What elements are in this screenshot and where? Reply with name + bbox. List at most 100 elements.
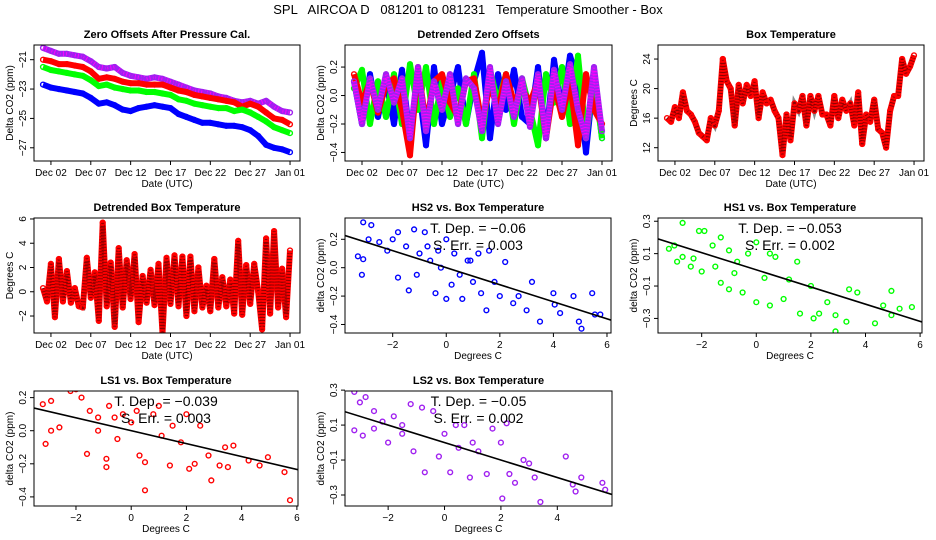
y-tick-label: 0.3 <box>642 214 653 228</box>
data-point <box>499 495 506 502</box>
data-point <box>382 113 390 121</box>
data-point <box>683 107 691 114</box>
panel-title: LS2 vs. Box Temperature <box>413 375 544 387</box>
data-point <box>766 302 774 309</box>
data-point <box>191 116 198 124</box>
data-point <box>701 227 708 235</box>
data-point <box>663 114 671 122</box>
panel-title: HS1 vs. Box Temperature <box>724 202 856 214</box>
panel-1: Zero Offsets After Pressure Cal. Dec 02 De… <box>5 29 305 190</box>
x-tick-label: Jan 01 <box>275 168 305 179</box>
data-point <box>398 75 406 82</box>
data-point <box>526 123 534 130</box>
data-point <box>47 58 55 65</box>
data-point <box>574 106 582 113</box>
x-tick-label: Dec 17 <box>155 168 187 179</box>
x-axis-label: Date (UTC) <box>453 179 504 190</box>
data-point <box>350 78 358 85</box>
data-point <box>497 439 505 446</box>
data-point <box>230 442 237 449</box>
data-point <box>199 119 206 126</box>
data-point <box>515 293 522 300</box>
data-point <box>815 92 822 100</box>
data-point <box>175 96 182 103</box>
data-point <box>135 80 142 87</box>
data-point <box>707 114 714 122</box>
data-point <box>414 63 422 71</box>
data-point <box>227 276 234 283</box>
data-point <box>575 318 583 325</box>
data-point <box>279 116 286 124</box>
data-point <box>839 96 846 103</box>
data-point <box>435 247 442 254</box>
y-tick-label: −0.4 <box>329 142 340 162</box>
data-point <box>175 81 182 88</box>
x-tick-label: Jan 01 <box>899 168 929 179</box>
data-point <box>159 81 166 88</box>
data-point <box>469 439 476 446</box>
data-point <box>399 430 406 437</box>
data-point <box>94 414 102 421</box>
data-point <box>725 286 733 293</box>
data-point <box>673 258 681 265</box>
data-point <box>823 111 830 118</box>
data-point <box>111 102 118 109</box>
data-point <box>358 120 366 128</box>
data-point <box>494 120 502 128</box>
data-point <box>859 140 866 148</box>
data-point <box>550 66 558 74</box>
data-point <box>416 250 423 257</box>
data-point <box>572 488 579 495</box>
data-point <box>723 78 730 85</box>
data-point <box>503 420 510 427</box>
data-point <box>794 258 801 265</box>
data-point <box>151 88 158 96</box>
data-point <box>695 227 703 235</box>
y-axis-label: delta CO2 (ppm) <box>5 412 16 486</box>
y-axis-label: delta CO2 (ppm) <box>629 239 640 313</box>
data-point <box>803 122 810 129</box>
y-tick-label: −0.1 <box>642 276 653 296</box>
data-point <box>368 222 375 229</box>
data-point <box>205 452 212 459</box>
data-point <box>255 103 262 110</box>
data-point <box>169 422 176 429</box>
data-point <box>370 425 378 432</box>
data-point <box>141 487 149 494</box>
data-point <box>717 234 724 241</box>
data-point <box>131 251 138 258</box>
x-tick-label: Dec 07 <box>699 168 731 179</box>
data-point <box>451 250 458 257</box>
data-point <box>259 326 266 333</box>
data-point <box>589 290 596 297</box>
plot-area <box>663 52 918 159</box>
data-point <box>390 413 397 420</box>
data-point <box>462 120 470 128</box>
data-point <box>510 66 518 74</box>
data-point <box>231 99 238 106</box>
data-point <box>699 133 706 140</box>
data-point <box>389 236 396 243</box>
data-point <box>56 424 63 431</box>
regression-line <box>34 407 298 471</box>
data-point <box>167 91 174 99</box>
x-tick-label: Dec 02 <box>659 168 691 179</box>
x-tick-label: 4 <box>551 340 557 351</box>
data-point <box>47 427 55 434</box>
data-point <box>362 394 369 401</box>
data-point <box>151 81 158 88</box>
x-tick-label: 6 <box>604 340 610 351</box>
x-tick-label: 0 <box>442 513 448 524</box>
data-point <box>407 401 414 408</box>
data-point <box>179 253 186 260</box>
data-point <box>79 63 86 71</box>
data-point <box>127 72 134 79</box>
x-tick-label: 4 <box>239 513 245 524</box>
x-tick-label: Dec 17 <box>779 168 811 179</box>
data-point <box>107 259 114 266</box>
data-point <box>851 122 858 129</box>
data-point <box>255 288 262 295</box>
x-tick-label: Dec 27 <box>858 168 890 179</box>
regression-line <box>345 410 612 496</box>
data-point <box>772 253 779 261</box>
